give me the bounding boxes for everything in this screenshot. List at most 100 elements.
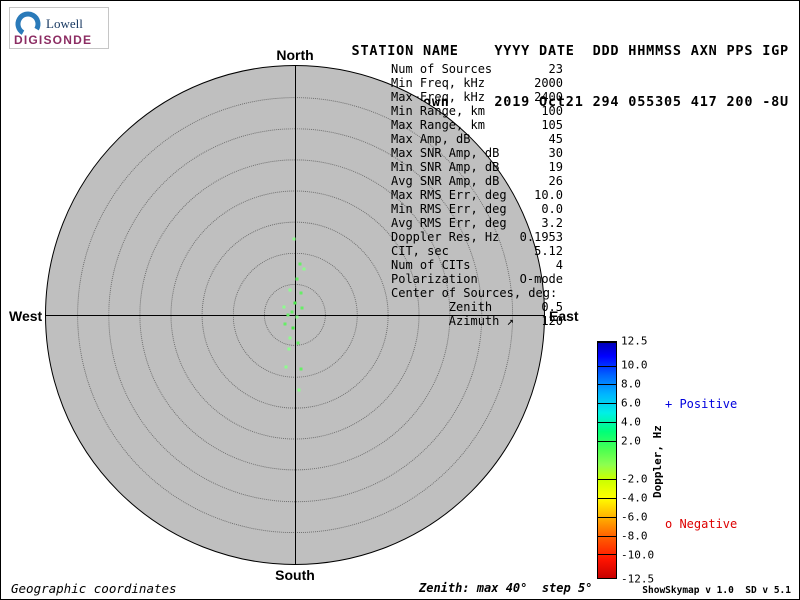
parameter-value: 23 [548,62,563,76]
parameter-label: Polarization [391,272,478,286]
colorbar-tick-label: 6.0 [621,396,641,410]
colorbar-tick-line [598,578,616,579]
parameters-panel: Num of Sources 23 Min Freq, kHz 2000 Max… [391,62,563,328]
parameter-row: Min SNR Amp, dB 19 [391,160,563,174]
parameter-label: Min Freq, kHz [391,76,485,90]
source-point [302,267,306,271]
parameter-row: Max SNR Amp, dB 30 [391,146,563,160]
source-point [283,322,287,326]
lowell-swoosh-icon [13,9,43,39]
compass-label-east: East [549,308,579,324]
parameter-row: Zenith 0.5 [391,300,563,314]
footer-coordinates-label: Geographic coordinates [11,581,177,596]
parameter-label: Avg RMS Err, deg [391,216,507,230]
colorbar-tick-label: 10.0 [621,358,648,372]
logo-company-text: Lowell [46,16,83,31]
compass-label-west: West [9,308,43,324]
source-point [299,291,303,295]
source-point [299,367,303,371]
source-point [295,277,299,281]
colorbar-tick-line [598,342,616,343]
colorbar-tick-line [598,365,616,367]
colorbar-tick-line [598,535,616,537]
header-fields-row: STATION NAME YYYY DATE DDD HHMMSS AXN PP… [351,43,789,59]
parameter-label: Max RMS Err, deg [391,188,507,202]
parameter-value: 120 [541,314,563,328]
parameter-row: Min Range, km 100 [391,104,563,118]
parameter-row: Num of CITs 4 [391,258,563,272]
source-point [290,310,294,314]
colorbar-tick-label: -4.0 [621,491,648,505]
parameter-value: 45 [548,132,563,146]
parameter-row: Polarization O-mode [391,272,563,286]
source-point [284,365,288,369]
parameter-row: Center of Sources, deg: [391,286,563,300]
colorbar-ticks: 12.5 10.0 8.0 6.0 4.0 2.0 -2.0 -4.0 -6.0 -8.0 -10.… [621,335,665,586]
source-point [287,347,291,351]
source-point [300,306,304,310]
north-south-axis-line [295,66,296,564]
parameter-label: Min RMS Err, deg [391,202,507,216]
colorbar-tick-label: -8.0 [621,529,648,543]
parameter-value: 0.1953 [519,230,563,244]
colorbar-tick-line [598,384,616,386]
colorbar-tick-label: -6.0 [621,510,648,524]
parameter-row: Num of Sources 23 [391,62,563,76]
skymap-points [46,66,544,564]
colorbar-title: Doppler, Hz [651,425,664,498]
parameter-value: 26 [548,174,563,188]
parameter-value: 105 [541,118,563,132]
parameter-value: O-mode [519,272,563,286]
colorbar-tick-label: -2.0 [621,472,648,486]
source-point [293,301,297,305]
source-point [288,336,292,340]
source-point [295,315,299,319]
parameter-value: 0.5 [541,300,563,314]
source-point [282,305,286,309]
positive-marker-label: + Positive [665,397,738,411]
parameter-value: 4 [555,258,563,272]
compass-label-north: North [276,47,314,63]
lowell-logo: Lowell DIGISONDE [9,7,109,49]
source-point [298,262,302,266]
parameter-row: Max Range, km 105 [391,118,563,132]
parameter-row: CIT, sec 5.12 [391,244,563,258]
parameter-value: 19 [548,160,563,174]
parameter-value: 2000 [534,76,563,90]
parameter-label: Azimuth ↗ [391,314,514,328]
colorbar-gradient [597,341,617,579]
parameter-row: Min Freq, kHz 2000 [391,76,563,90]
parameter-value: 3.2 [541,216,563,230]
colorbar-tick-label: 2.0 [621,434,641,448]
parameter-label: Num of Sources [391,62,493,76]
parameter-row: Doppler Res, Hz 0.1953 [391,230,563,244]
colorbar-tick-line [598,554,616,556]
parameter-value: 100 [541,104,563,118]
parameter-value: 2400 [534,90,563,104]
parameter-row: Max Freq, kHz 2400 [391,90,563,104]
parameter-row: Avg SNR Amp, dB 26 [391,174,563,188]
footer-zenith-range-label: Zenith: max 40° step 5° [419,581,593,595]
colorbar-tick-label: 12.5 [621,334,648,348]
parameter-label: Num of CITs [391,258,471,272]
parameter-label: Min Range, km [391,104,485,118]
parameter-label: Zenith [391,300,493,314]
source-point [288,288,292,292]
parameter-row: Avg RMS Err, deg 3.2 [391,216,563,230]
source-point [297,388,301,392]
parameter-label: Avg SNR Amp, dB [391,174,500,188]
colorbar-tick-label: 8.0 [621,377,641,391]
parameter-row: Azimuth ↗ 120 [391,314,563,328]
negative-marker-label: o Negative [665,517,738,531]
colorbar-tick-line [598,497,616,499]
parameter-label: Doppler Res, Hz [391,230,500,244]
parameter-row: Max RMS Err, deg 10.0 [391,188,563,202]
colorbar-tick-label: -10.0 [621,548,655,562]
colorbar-tick-line [598,403,616,405]
parameter-row: Max Amp, dB 45 [391,132,563,146]
colorbar-tick-label: -12.5 [621,572,655,586]
parameter-label: Max Range, km [391,118,485,132]
compass-label-south: South [275,567,315,583]
colorbar-tick-line [598,422,616,424]
